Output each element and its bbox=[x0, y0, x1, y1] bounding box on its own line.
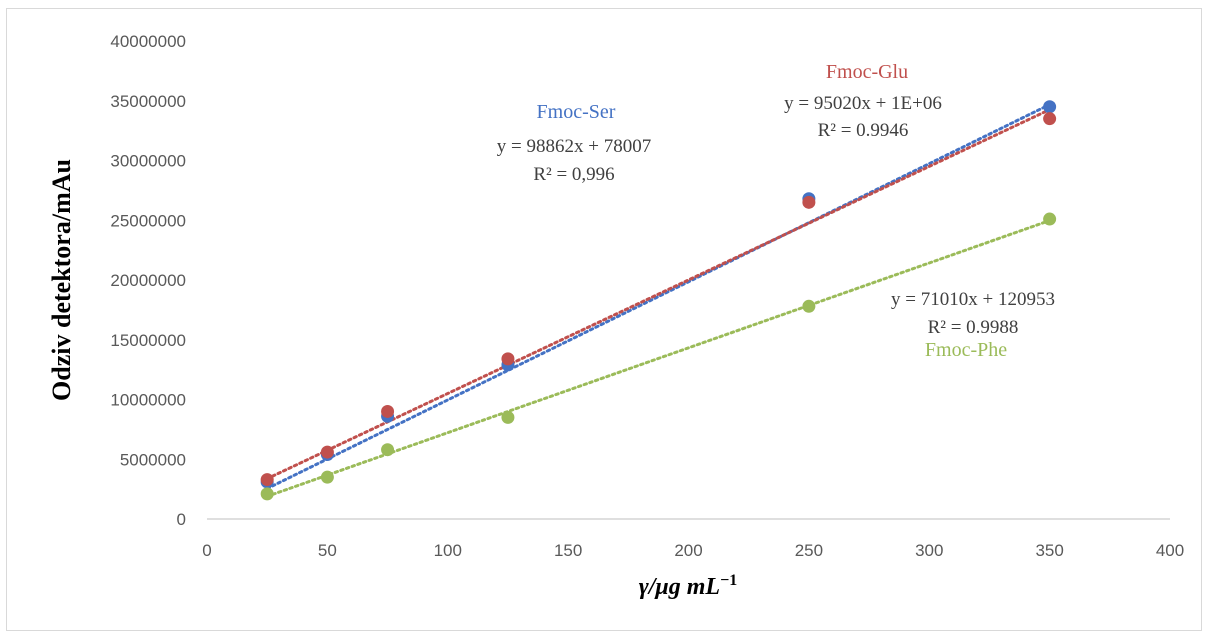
y-tick-label: 5000000 bbox=[120, 450, 186, 469]
y-tick-label: 0 bbox=[177, 510, 186, 529]
data-point-fmoc-glu bbox=[381, 404, 395, 418]
r2-fmoc-ser: R² = 0,996 bbox=[533, 164, 614, 185]
trendlines bbox=[265, 103, 1052, 498]
x-tick-labels: 0 50 100 150 200 250 300 350 400 bbox=[202, 541, 1184, 560]
equation-fmoc-ser: y = 98862x + 78007 bbox=[497, 136, 651, 157]
x-tick-label: 250 bbox=[795, 541, 823, 560]
x-tick-label: 50 bbox=[318, 541, 337, 560]
y-tick-label: 25000000 bbox=[110, 211, 186, 230]
trendline-fmoc-ser bbox=[265, 103, 1052, 491]
data-point-fmoc-phe bbox=[501, 410, 515, 424]
equation-fmoc-phe: y = 71010x + 120953 bbox=[891, 289, 1055, 310]
x-axis-title-sup: −1 bbox=[720, 572, 737, 589]
data-point-fmoc-glu bbox=[260, 473, 274, 487]
y-axis-title: Odziv detektora/mAu bbox=[47, 159, 76, 401]
y-tick-label: 20000000 bbox=[110, 271, 186, 290]
x-tick-label: 150 bbox=[554, 541, 582, 560]
x-tick-label: 350 bbox=[1035, 541, 1063, 560]
x-tick-label: 0 bbox=[202, 541, 211, 560]
data-point-fmoc-glu bbox=[1043, 112, 1057, 126]
data-point-fmoc-phe bbox=[1043, 212, 1057, 226]
data-point-fmoc-phe bbox=[320, 470, 334, 484]
trendline-fmoc-phe bbox=[265, 219, 1052, 498]
x-axis-title-text: γ/μg mL bbox=[639, 574, 720, 600]
y-tick-label: 15000000 bbox=[110, 331, 186, 350]
x-tick-label: 100 bbox=[434, 541, 462, 560]
data-point-fmoc-glu bbox=[501, 352, 515, 366]
y-tick-label: 35000000 bbox=[110, 92, 186, 111]
x-axis-title: γ/μg mL−1 bbox=[639, 572, 737, 600]
data-points bbox=[260, 100, 1057, 501]
series-label-fmoc-phe: Fmoc-Phe bbox=[925, 339, 1007, 361]
r2-fmoc-glu: R² = 0.9946 bbox=[818, 120, 909, 141]
data-point-fmoc-glu bbox=[320, 445, 334, 459]
x-tick-label: 400 bbox=[1156, 541, 1184, 560]
trendline-fmoc-glu bbox=[265, 108, 1052, 481]
data-point-fmoc-glu bbox=[802, 195, 816, 209]
y-tick-labels: 0 5000000 10000000 15000000 20000000 25000000… bbox=[110, 32, 186, 529]
y-tick-label: 10000000 bbox=[110, 391, 186, 410]
data-point-fmoc-phe bbox=[802, 299, 816, 313]
series-label-fmoc-ser: Fmoc-Ser bbox=[537, 101, 616, 123]
data-point-fmoc-phe bbox=[260, 487, 274, 501]
x-tick-label: 200 bbox=[674, 541, 702, 560]
series-label-fmoc-glu: Fmoc-Glu bbox=[826, 61, 908, 83]
equation-fmoc-glu: y = 95020x + 1E+06 bbox=[784, 93, 942, 114]
y-tick-label: 40000000 bbox=[110, 32, 186, 51]
data-point-fmoc-phe bbox=[381, 443, 395, 457]
r2-fmoc-phe: R² = 0.9988 bbox=[928, 317, 1019, 338]
y-tick-label: 30000000 bbox=[110, 152, 186, 171]
x-tick-label: 300 bbox=[915, 541, 943, 560]
data-point-fmoc-ser bbox=[1043, 100, 1057, 114]
